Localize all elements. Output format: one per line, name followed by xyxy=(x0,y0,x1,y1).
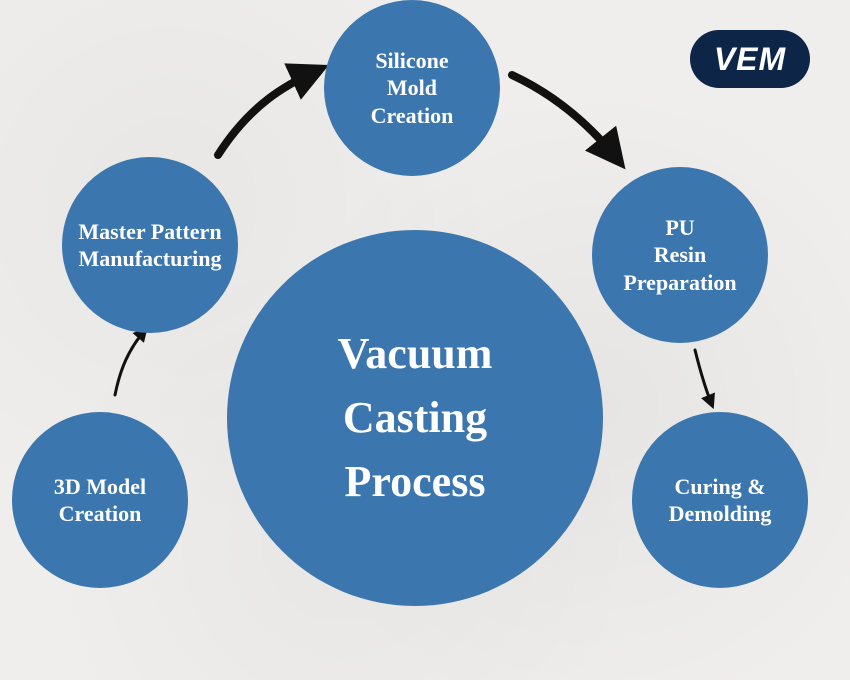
step4-label-line3: Preparation xyxy=(623,270,736,295)
arrow-step3-step4 xyxy=(512,75,618,160)
step-node-silicone-mold-creation: Silicone Mold Creation xyxy=(324,0,500,176)
center-label-line2: Casting xyxy=(343,393,487,442)
step4-label-line2: Resin xyxy=(654,242,707,267)
step4-label-line1: PU xyxy=(665,215,694,240)
step-node-curing-demolding: Curing & Demolding xyxy=(632,412,808,588)
step-label: Master Pattern Manufacturing xyxy=(78,218,221,273)
step3-label-line2: Mold xyxy=(387,75,437,100)
arrow-step4-step5 xyxy=(695,350,712,405)
step-label: PU Resin Preparation xyxy=(623,214,736,297)
center-node: Vacuum Casting Process xyxy=(227,230,603,606)
center-node-label: Vacuum Casting Process xyxy=(338,322,493,513)
step-label: Silicone Mold Creation xyxy=(371,47,454,130)
step-node-3d-model-creation: 3D Model Creation xyxy=(12,412,188,588)
step-label: Curing & Demolding xyxy=(669,473,772,528)
step-node-pu-resin-preparation: PU Resin Preparation xyxy=(592,167,768,343)
center-label-line1: Vacuum xyxy=(338,329,493,378)
step3-label-line1: Silicone xyxy=(375,48,448,73)
step3-label-line3: Creation xyxy=(371,103,454,128)
arrow-step1-step2 xyxy=(115,330,145,395)
diagram-canvas: VEM Vacuum Casting Process 3D Model Crea… xyxy=(0,0,850,680)
step5-label-line1: Curing & xyxy=(674,474,765,499)
step2-label-line2: Manufacturing xyxy=(78,246,221,271)
step1-label-line1: 3D Model xyxy=(54,474,146,499)
center-label-line3: Process xyxy=(345,457,486,506)
step2-label-line1: Master Pattern xyxy=(78,219,221,244)
arrow-step2-step3 xyxy=(218,70,318,155)
step-label: 3D Model Creation xyxy=(54,473,146,528)
brand-logo-text: VEM xyxy=(714,41,786,78)
brand-logo: VEM xyxy=(690,30,810,88)
step5-label-line2: Demolding xyxy=(669,501,772,526)
step1-label-line2: Creation xyxy=(59,501,142,526)
step-node-master-pattern-manufacturing: Master Pattern Manufacturing xyxy=(62,157,238,333)
